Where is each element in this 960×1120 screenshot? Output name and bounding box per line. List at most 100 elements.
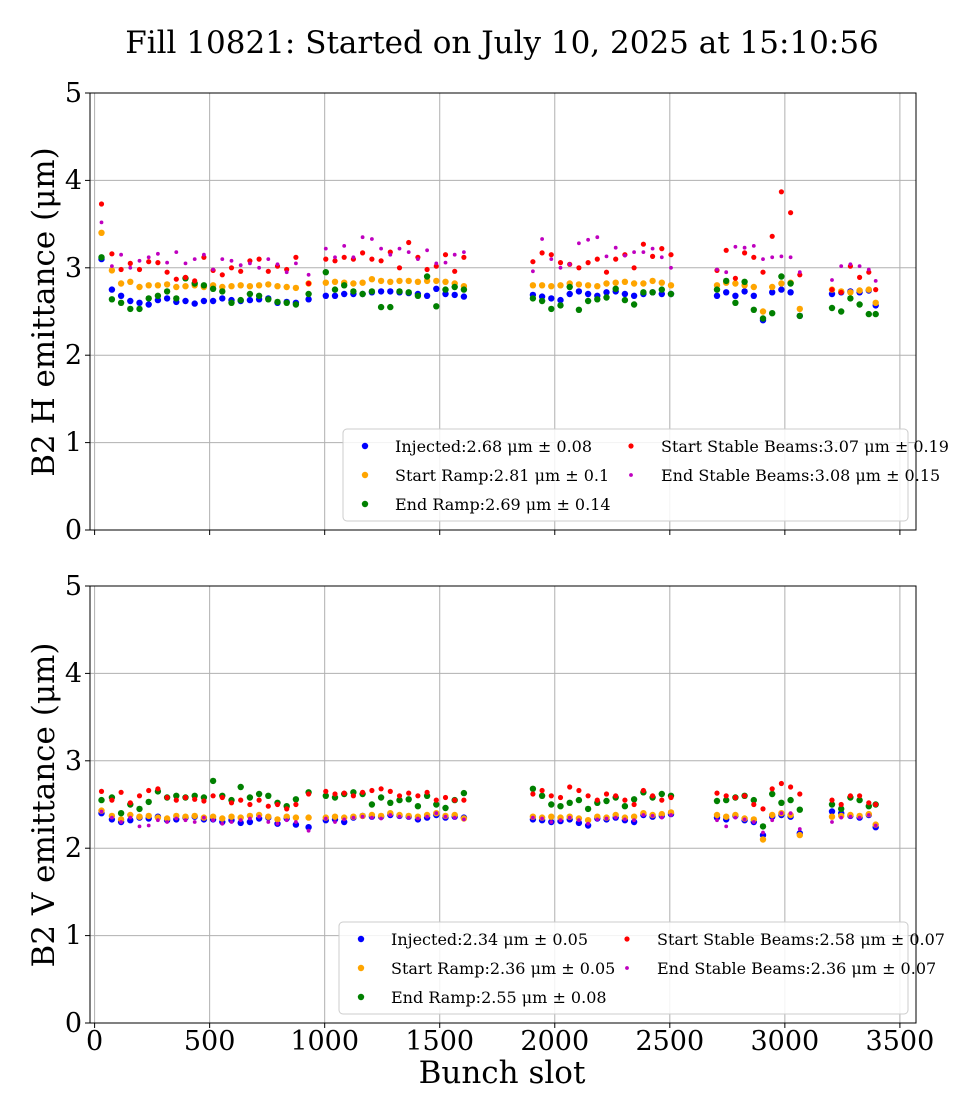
data-point-start_ramp	[405, 277, 412, 285]
legend-marker-start_stable	[624, 936, 630, 942]
series-start_stable	[98, 189, 879, 295]
data-point-start_stable	[452, 268, 458, 274]
data-point-end_ramp	[237, 296, 244, 304]
data-point-start_ramp	[796, 831, 803, 839]
data-point-start_ramp	[255, 282, 263, 289]
data-point-start_ramp	[377, 277, 385, 285]
data-point-start_stable	[396, 265, 403, 271]
data-point-start_ramp	[872, 299, 879, 306]
data-point-start_stable	[164, 269, 170, 275]
x-tick-label: 1500	[405, 1026, 474, 1057]
data-point-end_stable	[857, 264, 862, 268]
data-point-end_stable	[174, 250, 179, 255]
data-point-end_stable	[452, 815, 457, 820]
data-point-end_stable	[156, 818, 160, 823]
data-point-start_stable	[173, 797, 179, 803]
data-point-start_ramp	[292, 814, 300, 821]
y-tick-label: 3	[65, 253, 82, 284]
y-tick-label: 5	[65, 571, 82, 602]
data-point-start_ramp	[359, 279, 366, 286]
data-point-end_stable	[202, 252, 206, 257]
data-point-start_ramp	[173, 283, 180, 291]
data-point-injected	[136, 299, 143, 306]
data-point-start_stable	[265, 268, 271, 274]
data-point-end_stable	[248, 816, 252, 821]
data-point-start_stable	[603, 791, 610, 797]
data-point-start_stable	[164, 794, 170, 801]
data-point-end_stable	[388, 813, 393, 817]
data-point-end_stable	[669, 265, 673, 270]
data-point-injected	[584, 290, 592, 298]
data-point-end_stable	[604, 816, 609, 821]
data-point-end_ramp	[796, 312, 803, 320]
legend-label-start_ramp: Start Ramp:2.81 μm ± 0.1	[395, 466, 609, 485]
data-point-end_stable	[866, 267, 871, 272]
data-point-start_ramp	[750, 283, 757, 291]
data-point-start_ramp	[117, 280, 125, 287]
data-point-end_stable	[425, 248, 429, 253]
data-point-end_ramp	[796, 806, 803, 813]
data-point-start_ramp	[658, 810, 665, 818]
data-point-injected	[828, 808, 836, 815]
data-point-start_stable	[378, 258, 384, 264]
data-point-start_stable	[433, 797, 439, 803]
data-point-end_stable	[623, 817, 627, 822]
data-point-end_stable	[220, 821, 225, 826]
bottom-y-axis-label: B2 V emittance (μm)	[26, 643, 62, 968]
legend-label-start_stable: Start Stable Beams:3.07 μm ± 0.19	[661, 437, 949, 456]
data-point-injected	[442, 290, 449, 298]
data-point-end_ramp	[117, 810, 125, 817]
data-point-end_stable	[128, 265, 133, 270]
data-point-end_ramp	[246, 794, 254, 801]
data-point-start_ramp	[621, 278, 629, 285]
data-point-end_stable	[119, 820, 123, 824]
legend-label-end_stable: End Stable Beams:2.36 μm ± 0.07	[657, 959, 936, 978]
data-point-start_stable	[219, 272, 225, 278]
x-tick-label: 3500	[866, 1026, 935, 1057]
data-point-end_stable	[733, 815, 738, 820]
data-point-end_stable	[540, 237, 544, 241]
data-point-start_ramp	[778, 280, 785, 287]
data-point-start_stable	[228, 265, 235, 271]
data-point-start_stable	[788, 210, 794, 216]
data-point-end_ramp	[732, 299, 739, 306]
data-point-end_ramp	[838, 308, 845, 315]
data-point-end_stable	[770, 255, 775, 260]
x-tick-label: 2500	[635, 1026, 704, 1057]
data-point-end_stable	[165, 820, 170, 824]
data-point-end_ramp	[460, 286, 468, 293]
data-point-start_ramp	[865, 286, 872, 293]
data-point-start_stable	[723, 793, 729, 799]
data-point-start_stable	[452, 797, 458, 803]
data-point-injected	[713, 292, 721, 299]
data-point-start_ramp	[847, 289, 854, 296]
data-point-start_stable	[585, 260, 591, 266]
data-point-end_stable	[183, 261, 188, 266]
data-point-end_ramp	[594, 296, 601, 303]
data-point-end_ramp	[649, 289, 656, 296]
legend-marker-start_ramp	[357, 964, 365, 972]
data-point-end_ramp	[566, 283, 573, 291]
data-point-injected	[341, 290, 348, 298]
data-point-start_stable	[323, 256, 329, 262]
data-point-injected	[787, 289, 794, 296]
data-point-end_ramp	[769, 790, 776, 798]
data-point-start_ramp	[423, 277, 431, 285]
data-point-start_stable	[369, 787, 375, 794]
data-point-end_stable	[165, 260, 170, 265]
data-point-start_ramp	[209, 813, 217, 820]
data-point-end_ramp	[433, 801, 440, 808]
data-point-injected	[621, 290, 629, 298]
data-point-end_ramp	[723, 277, 730, 285]
data-point-start_ramp	[331, 813, 339, 820]
legend-marker-injected	[357, 935, 365, 943]
data-point-end_ramp	[145, 295, 152, 302]
data-point-start_ramp	[658, 279, 665, 286]
legend-label-end_ramp: End Ramp:2.55 μm ± 0.08	[391, 988, 607, 1007]
legend: Injected:2.34 μm ± 0.05 Start Ramp:2.36 μ…	[338, 921, 945, 1015]
data-point-start_stable	[369, 256, 375, 262]
data-point-end_stable	[604, 254, 609, 259]
data-point-injected	[603, 289, 610, 296]
data-point-start_ramp	[630, 280, 638, 287]
series-end_stable	[99, 220, 878, 283]
